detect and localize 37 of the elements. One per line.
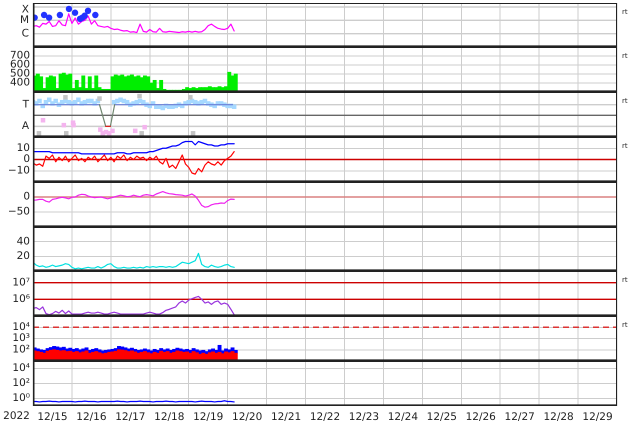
y-tick-label: 10: [16, 142, 30, 154]
ref-line-label: T: [22, 98, 30, 110]
x-tick-label: 12/22: [310, 411, 340, 424]
y-tick-label: −50: [8, 206, 30, 218]
y-tick-label: 0: [23, 153, 30, 166]
x-tick-label: 12/24: [388, 411, 418, 424]
y-tick-label: 10⁴: [12, 320, 30, 333]
ref-line-label: C: [22, 27, 29, 40]
x-tick-label: 12/28: [543, 411, 574, 424]
x-tick-label: 12/20: [232, 411, 262, 424]
y-tick-label: 10⁷: [12, 276, 30, 288]
x-axis-title: 2022: [3, 410, 30, 422]
x-tick-label: 12/15: [37, 411, 68, 424]
x-tick-label: 12/21: [270, 411, 302, 424]
y-tick-label: 10²: [12, 377, 30, 390]
y-tick-label: −10: [8, 164, 30, 176]
ref-line-label: A: [22, 120, 30, 132]
x-tick-label: 12/27: [504, 411, 535, 424]
y-tick-label: 10⁴: [12, 362, 30, 374]
y-tick-label: 10²: [12, 343, 30, 356]
y-tick-label: 10³: [12, 332, 30, 344]
x-tick-label: 12/25: [426, 411, 457, 424]
ref-line-label: X: [22, 4, 29, 16]
y-tick-label: 400: [10, 76, 30, 89]
y-tick-label: 10⁰: [12, 392, 30, 404]
y-tick-label: 40: [16, 235, 30, 248]
x-tick-label: 12/18: [154, 411, 184, 424]
x-tick-label: 12/17: [115, 411, 146, 424]
y-tick-label: 0: [23, 190, 30, 203]
x-tick-label: 12/26: [466, 411, 496, 424]
x-tick-label: 12/16: [76, 411, 107, 424]
y-tick-label: 10⁶: [12, 293, 30, 306]
ref-line-label: M: [20, 14, 29, 26]
x-tick-label: 12/23: [348, 411, 380, 424]
y-tick-label: 20: [16, 250, 30, 262]
x-tick-label: 12/19: [193, 411, 224, 424]
x-tick-label: 12/29: [582, 411, 613, 424]
